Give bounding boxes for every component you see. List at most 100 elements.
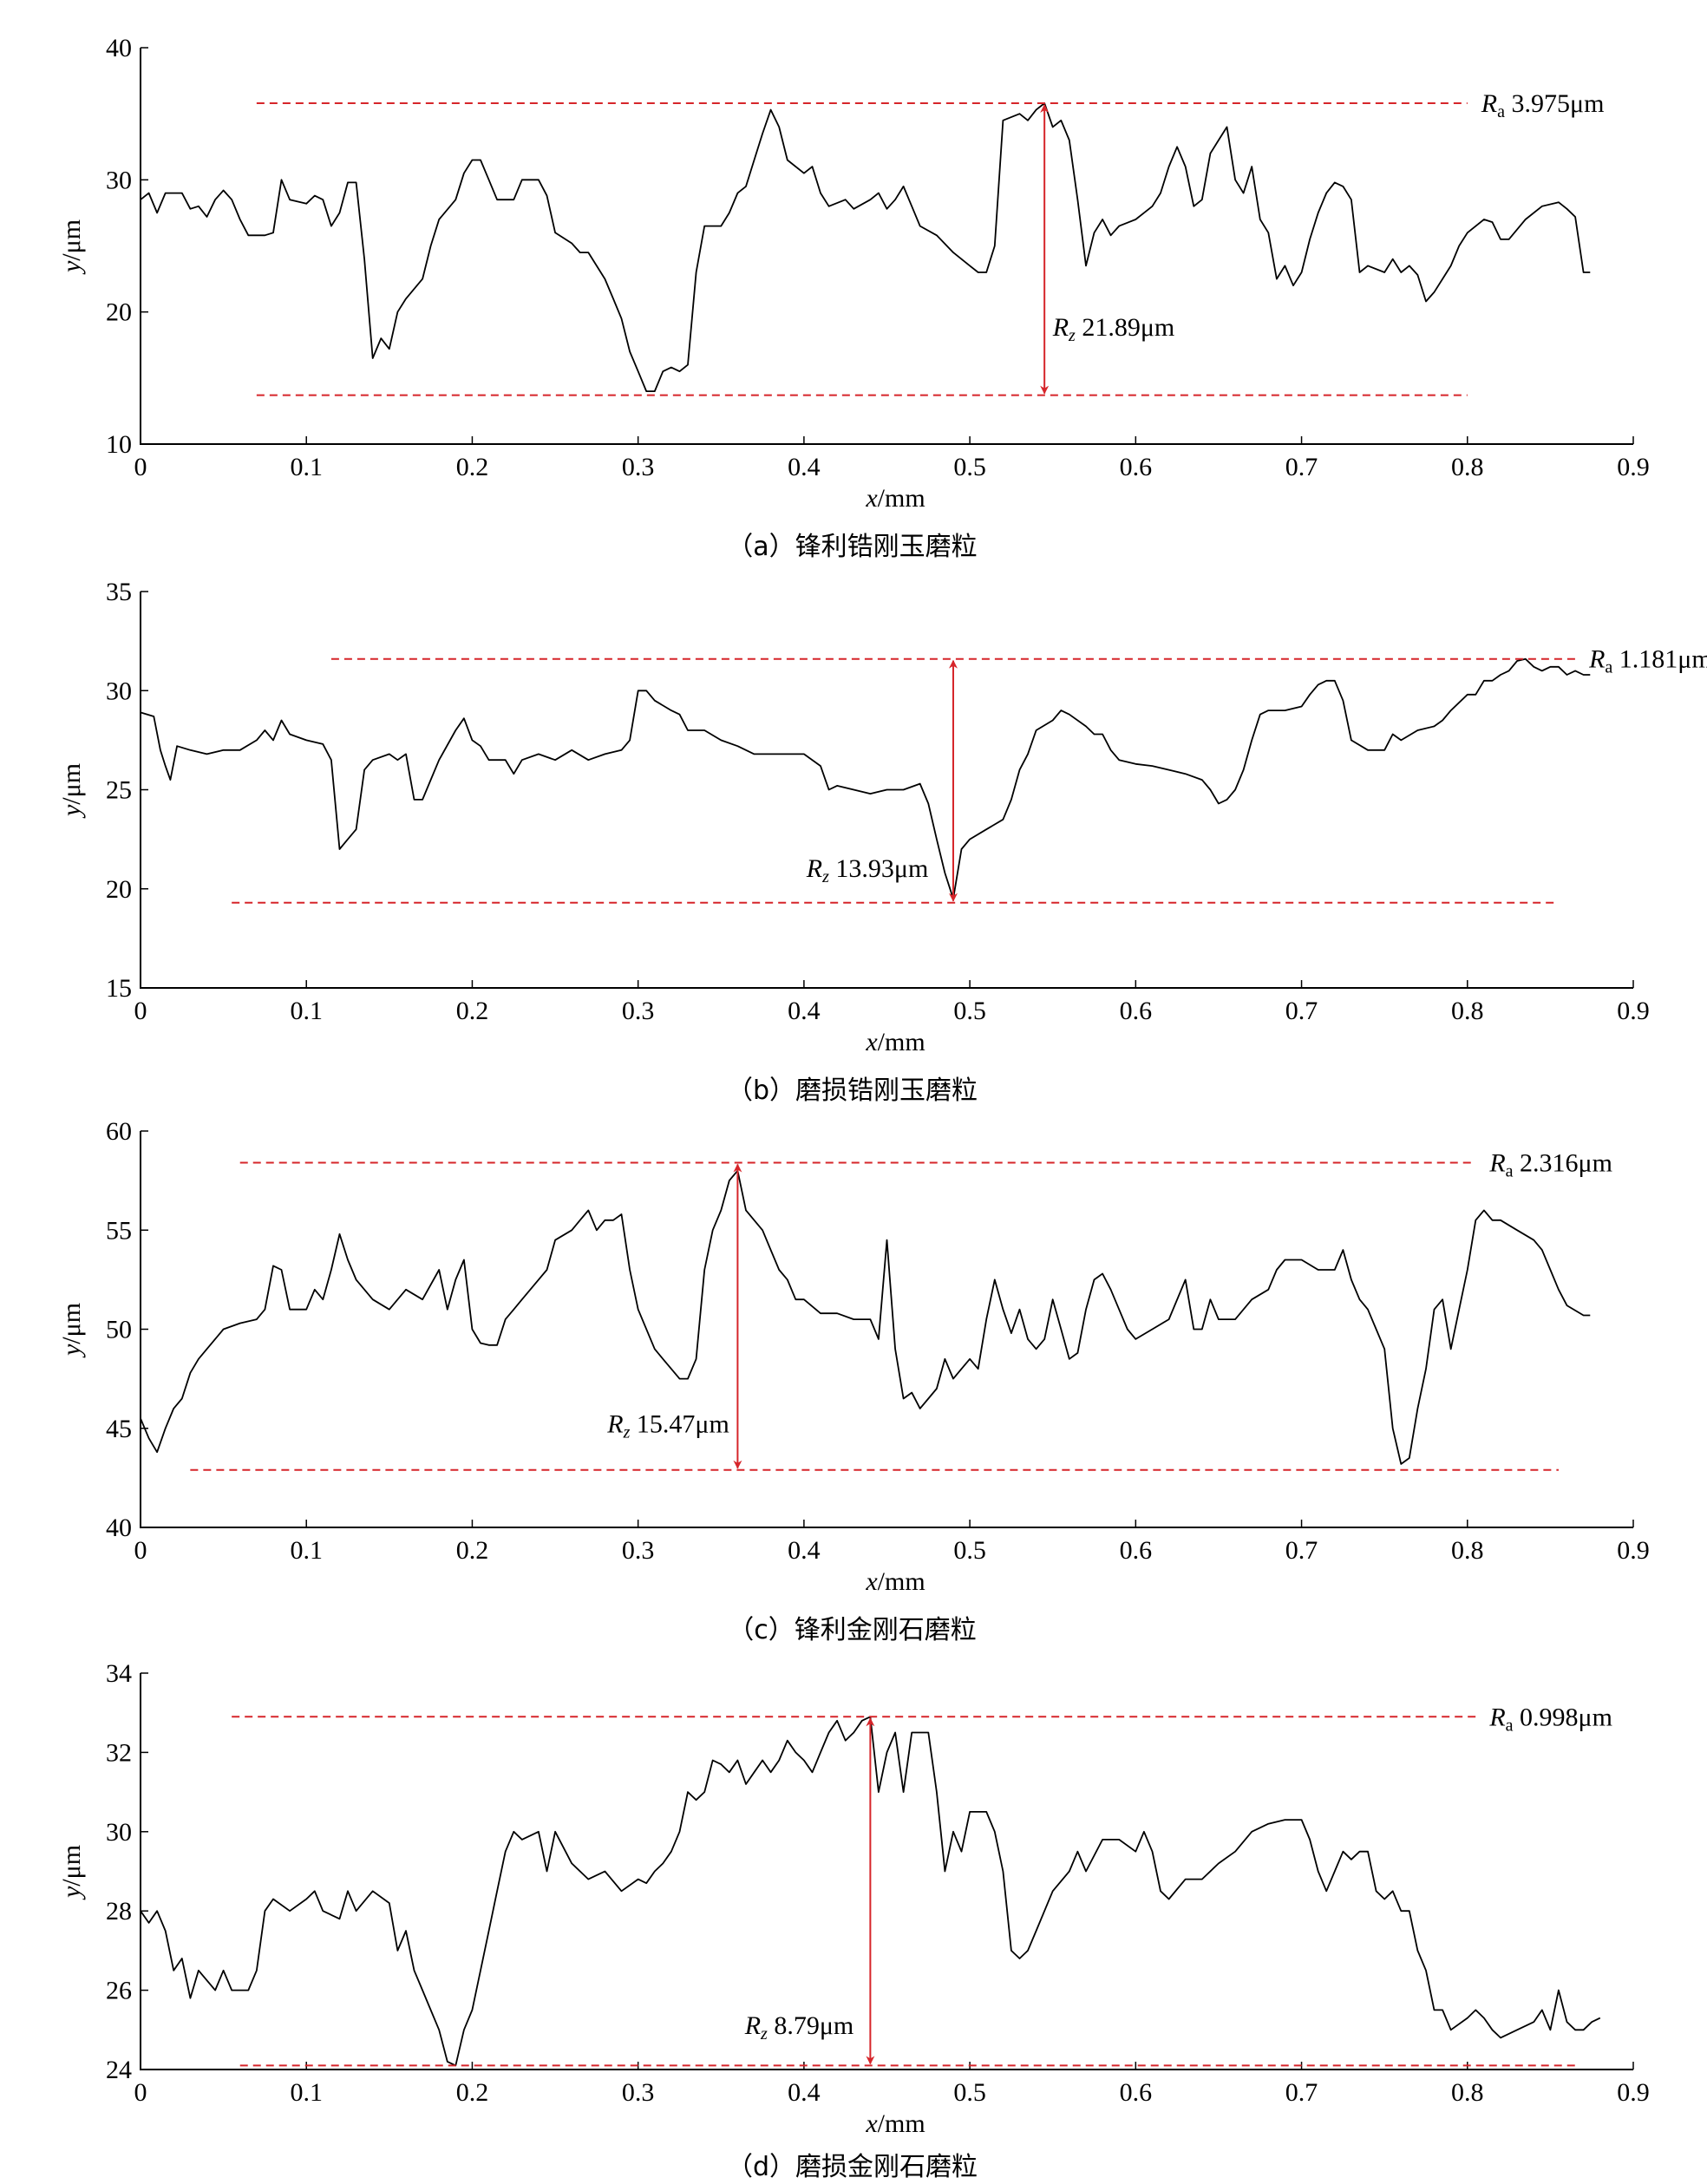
- y-tick-label: 10: [106, 430, 132, 459]
- rz-subscript: z: [623, 1422, 631, 1442]
- x-tick-label: 0.4: [788, 2078, 821, 2107]
- rz-symbol: R: [744, 2011, 761, 2040]
- rz-value: 15.47μm: [630, 1409, 729, 1438]
- y-tick-label: 25: [106, 776, 132, 805]
- y-tick-label: 30: [106, 1818, 132, 1847]
- x-axis-unit: /mm: [878, 484, 925, 513]
- x-tick-label: 0.5: [953, 2078, 986, 2107]
- x-tick-label: 0.2: [456, 453, 489, 481]
- panel-caption: （a）锋利锆刚玉磨粒: [727, 532, 977, 562]
- rz-label: Rz 21.89μm: [1052, 313, 1175, 345]
- chart-panel-b: 0 0.1 0.2 0.3 0.4 0.5 0.6 0.7 0.8 0.91520253035x/…: [57, 578, 1707, 1106]
- profile-line: [140, 657, 1591, 900]
- x-axis-var: x: [865, 1028, 878, 1056]
- rz-symbol: R: [806, 854, 822, 883]
- chart-panel-c: 0 0.1 0.2 0.3 0.4 0.5 0.6 0.7 0.8 0.94045505560x/…: [57, 1117, 1650, 1645]
- x-tick-label: 0.6: [1120, 1536, 1153, 1565]
- x-axis-title: x/mm: [865, 2109, 925, 2138]
- x-tick-label: 0.5: [953, 453, 986, 481]
- ra-value: 1.181μm: [1612, 645, 1707, 674]
- x-tick-label: 0.6: [1120, 997, 1153, 1025]
- axes-frame: [140, 48, 1633, 445]
- rz-value: 8.79μm: [768, 2011, 854, 2040]
- rz-subscript: z: [1068, 326, 1076, 345]
- rz-subscript: z: [760, 2024, 768, 2043]
- x-tick-label: 0.8: [1451, 1536, 1484, 1565]
- y-tick-label: 24: [106, 2056, 132, 2084]
- x-axis-var: x: [865, 484, 878, 513]
- ra-symbol: R: [1488, 1149, 1505, 1178]
- rz-subscript: z: [821, 867, 829, 886]
- chart-panel-a: 0 0.1 0.2 0.3 0.4 0.5 0.6 0.7 0.8 0.9 10 20 30 40 x/mm…: [57, 34, 1650, 562]
- ra-value: 2.316μm: [1514, 1149, 1612, 1178]
- x-tick-label: 0.7: [1285, 1536, 1318, 1565]
- x-tick-label: 0.2: [456, 997, 489, 1025]
- x-tick-label: 0.4: [788, 997, 821, 1025]
- x-tick-label: 0.1: [290, 453, 323, 481]
- x-tick-label: 0.8: [1451, 997, 1484, 1025]
- x-axis-var: x: [865, 2109, 878, 2138]
- panel-caption: （c）锋利金刚石磨粒: [728, 1615, 977, 1645]
- x-tick-label: 0.1: [290, 2078, 323, 2107]
- x-axis-title: x/mm: [865, 1028, 925, 1056]
- ra-value: 0.998μm: [1514, 1703, 1612, 1731]
- y-axis-title: y/μm: [57, 1303, 86, 1358]
- x-axis-title: x/mm: [865, 484, 925, 513]
- x-tick-label: 0.7: [1285, 997, 1318, 1025]
- ra-label: Ra 3.975μm: [1481, 89, 1605, 121]
- x-tick-label: 0.4: [788, 453, 821, 481]
- x-tick-label: 0.3: [622, 1536, 655, 1565]
- x-tick-label: 0.7: [1285, 2078, 1318, 2107]
- y-tick-label: 20: [106, 875, 132, 904]
- x-tick-label: 0.1: [290, 1536, 323, 1565]
- x-tick-label: 0: [134, 997, 147, 1025]
- x-tick-label: 0.9: [1617, 2078, 1650, 2107]
- y-axis-title: y/μm: [57, 763, 86, 819]
- x-tick-label: 0.3: [622, 453, 655, 481]
- y-axis-var: y: [57, 1886, 86, 1900]
- chart-panel-d: 0 0.1 0.2 0.3 0.4 0.5 0.6 0.7 0.8 0.9 24 26 28 30 32 34…: [57, 1659, 1650, 2182]
- y-tick-label: 15: [106, 974, 132, 1003]
- rz-value: 21.89μm: [1076, 313, 1174, 342]
- y-axis-title: y/μm: [57, 219, 86, 275]
- rz-value: 13.93μm: [829, 854, 928, 883]
- y-tick-label: 60: [106, 1117, 132, 1146]
- y-tick-label: 26: [106, 1977, 132, 2005]
- y-axis-var: y: [57, 1344, 86, 1358]
- ra-symbol: R: [1481, 89, 1497, 118]
- x-tick-label: 0: [134, 2078, 147, 2107]
- y-axis-title: y/μm: [57, 1845, 86, 1900]
- x-tick-label: 0.2: [456, 2078, 489, 2107]
- y-tick-label: 35: [106, 578, 132, 606]
- x-tick-label: 0.9: [1617, 997, 1650, 1025]
- x-tick-label: 0.8: [1451, 453, 1484, 481]
- ra-subscript: a: [1506, 1716, 1514, 1735]
- x-axis-unit: /mm: [878, 2109, 925, 2138]
- x-tick-label: 0.6: [1120, 2078, 1153, 2107]
- x-tick-label: 0.8: [1451, 2078, 1484, 2107]
- y-axis-unit: /μm: [57, 1303, 86, 1344]
- y-tick-label: 40: [106, 34, 132, 62]
- x-tick-label: 0.9: [1617, 1536, 1650, 1565]
- ra-value: 3.975μm: [1505, 89, 1604, 118]
- ra-label: Ra 0.998μm: [1488, 1703, 1612, 1735]
- y-tick-label: 30: [106, 166, 132, 194]
- x-tick-label: 0.5: [953, 1536, 986, 1565]
- x-axis-unit: /mm: [878, 1028, 925, 1056]
- ra-symbol: R: [1588, 645, 1605, 674]
- y-tick-label: 40: [106, 1514, 132, 1542]
- y-axis-unit: /μm: [57, 219, 86, 261]
- axes-frame: [140, 1673, 1633, 2070]
- y-tick-label: 28: [106, 1897, 132, 1926]
- y-tick-label: 50: [106, 1316, 132, 1344]
- profile-line: [140, 102, 1591, 392]
- y-tick-label: 20: [106, 298, 132, 327]
- x-tick-label: 0.4: [788, 1536, 821, 1565]
- profile-line: [140, 1169, 1591, 1465]
- ra-label: Ra 2.316μm: [1488, 1149, 1612, 1181]
- rz-label: Rz 15.47μm: [606, 1409, 729, 1442]
- y-tick-label: 30: [106, 677, 132, 705]
- x-axis-title: x/mm: [865, 1567, 925, 1596]
- y-axis-var: y: [57, 260, 86, 275]
- ra-subscript: a: [1506, 1162, 1514, 1181]
